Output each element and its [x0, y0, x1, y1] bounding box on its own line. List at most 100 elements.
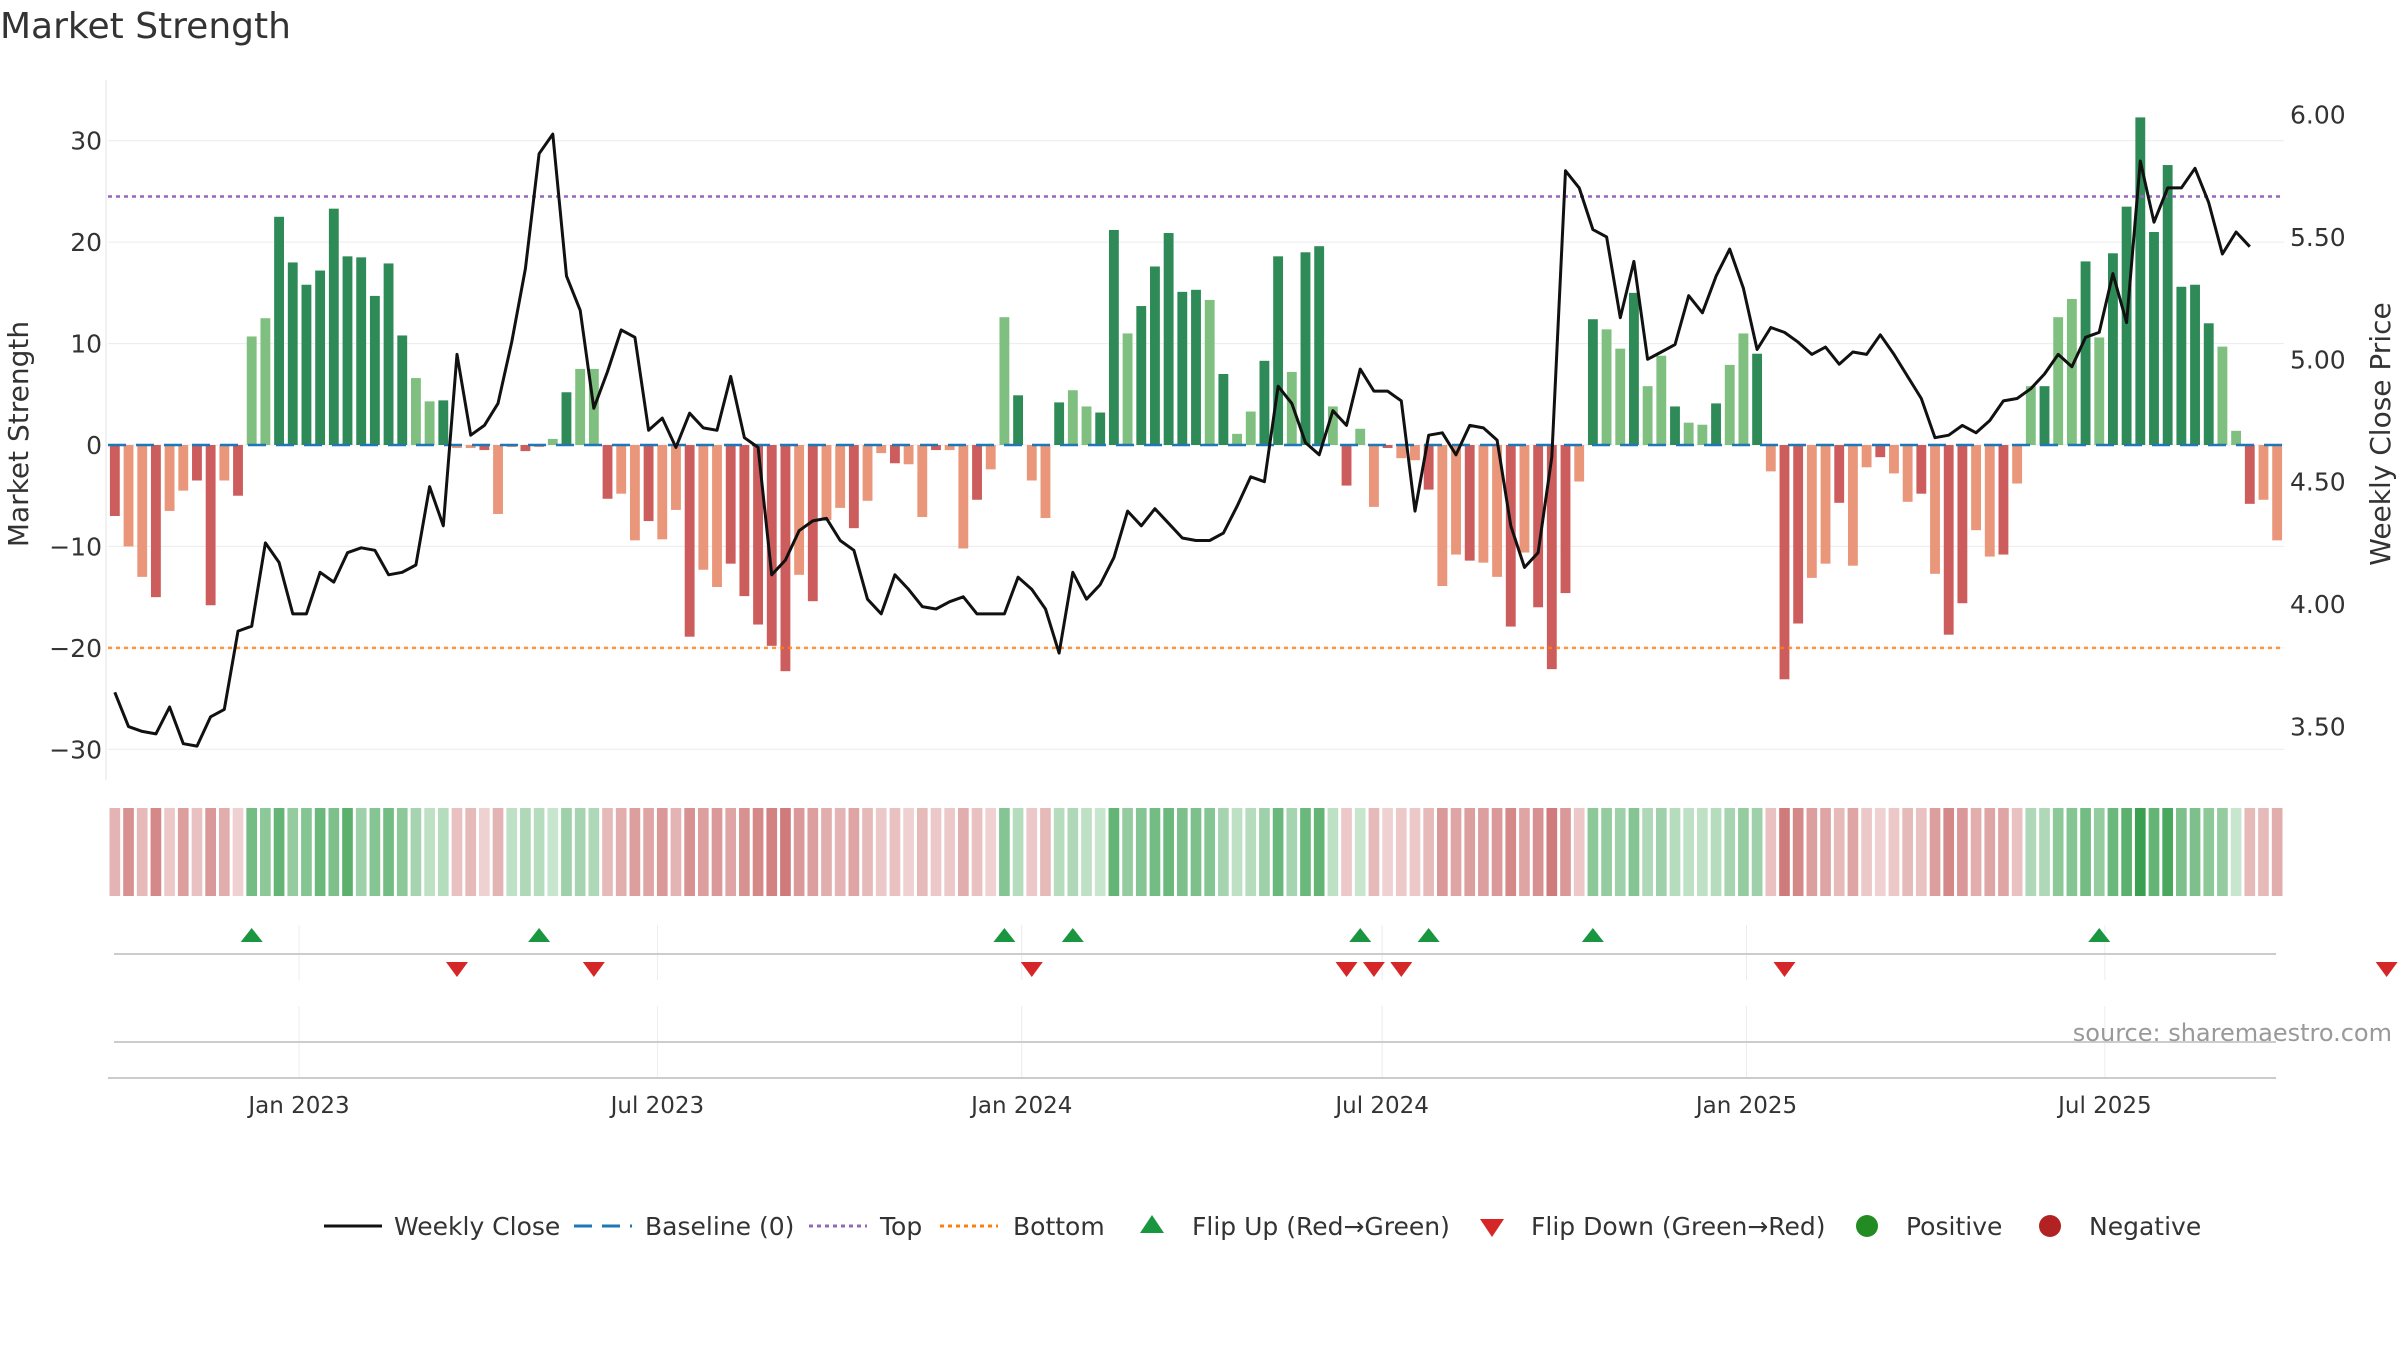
- strength-bar: [1984, 445, 1995, 557]
- strength-bar: [1327, 406, 1338, 445]
- x-tick-label: Jul 2023: [609, 1093, 705, 1119]
- band-cell: [1532, 808, 1544, 896]
- strength-bar: [917, 445, 928, 518]
- strength-bar: [178, 445, 189, 491]
- strength-bar: [520, 445, 531, 452]
- band-cell: [492, 808, 504, 896]
- strength-bar: [260, 318, 271, 445]
- strength-bar: [287, 262, 298, 445]
- band-cell: [1026, 808, 1038, 896]
- band-cell: [1833, 808, 1845, 896]
- band-cell: [1218, 808, 1229, 896]
- strength-bar: [1971, 445, 1982, 531]
- band-cell: [848, 808, 860, 896]
- strength-bar: [438, 400, 449, 445]
- band-cell: [410, 808, 422, 896]
- band-cell: [301, 808, 312, 896]
- band-cell: [1751, 808, 1763, 896]
- y2-tick-label: 5.50: [2290, 223, 2346, 252]
- strength-bar: [1355, 428, 1366, 445]
- weekly-close-line: [113, 132, 2251, 748]
- strength-bar: [1273, 256, 1284, 445]
- y-tick-label: −30: [49, 735, 102, 764]
- y-tick-label: 20: [70, 228, 102, 257]
- y2-tick-label: 3.50: [2290, 713, 2346, 742]
- strength-bar: [137, 445, 148, 577]
- strength-bar: [397, 335, 408, 445]
- flip-down-marker: [1773, 962, 1796, 977]
- legend-weekly-close-label: Weekly Close: [394, 1212, 560, 1241]
- band-cell: [1081, 808, 1092, 896]
- strength-bar: [575, 368, 586, 445]
- band-cell: [1382, 808, 1393, 896]
- band-cell: [615, 808, 627, 896]
- band-cell: [1710, 808, 1722, 896]
- x-tick-label: Jul 2025: [2056, 1093, 2152, 1119]
- band-cell: [670, 808, 682, 896]
- band-cell: [205, 808, 216, 896]
- strength-bar: [1902, 445, 1913, 502]
- strength-bar: [1382, 445, 1393, 449]
- strength-bar: [274, 216, 284, 445]
- strength-bar: [1177, 291, 1188, 445]
- band-cell: [2011, 808, 2023, 896]
- band-cell: [985, 808, 997, 896]
- strength-bar: [2162, 165, 2173, 446]
- strength-bar: [2244, 445, 2255, 504]
- band-cell: [958, 808, 969, 896]
- band-cell: [739, 808, 750, 896]
- y-axis-label: Market Strength: [2, 321, 35, 547]
- strength-bar: [164, 445, 175, 511]
- strength-bar: [2094, 337, 2105, 445]
- strength-bar: [1656, 355, 1667, 445]
- band-cell: [506, 808, 518, 896]
- strength-bar: [1314, 246, 1325, 445]
- band-cell: [1874, 808, 1886, 896]
- band-cell: [1697, 808, 1708, 896]
- legend-negative-label: Negative: [2089, 1212, 2201, 1241]
- flip-down-marker: [2375, 962, 2398, 977]
- band-cell: [396, 808, 408, 896]
- legend-positive-swatch: [1856, 1215, 1878, 1237]
- legend-positive-label: Positive: [1906, 1212, 2002, 1241]
- strength-bar: [2231, 430, 2242, 445]
- band-cell: [2052, 808, 2064, 896]
- band-cell: [725, 808, 737, 896]
- band-cell: [602, 808, 613, 896]
- strength-bar: [123, 445, 134, 547]
- strength-bar: [1259, 360, 1270, 445]
- strength-bar: [1943, 445, 1954, 635]
- strength-bar: [848, 445, 859, 529]
- y-tick-label: 10: [70, 330, 102, 359]
- strength-bar: [903, 445, 914, 465]
- flip-down-marker: [1020, 962, 1043, 977]
- band-cell: [561, 808, 572, 896]
- band-cell: [1642, 808, 1653, 896]
- strength-bar: [2272, 445, 2283, 541]
- strength-bar: [1875, 445, 1886, 458]
- band-cell: [1970, 808, 1982, 896]
- legend-flip-up-label: Flip Up (Red→Green): [1192, 1212, 1450, 1241]
- strength-bar: [2025, 386, 2036, 445]
- band-cell: [2244, 808, 2256, 896]
- strength-bar: [246, 336, 257, 445]
- band-cell: [1601, 808, 1612, 896]
- strength-bar: [1587, 319, 1598, 445]
- source-annotation: source: sharemaestro.com: [2073, 1019, 2392, 1047]
- strength-bar: [1847, 445, 1858, 566]
- band-cell: [1915, 808, 1927, 896]
- band-cell: [369, 808, 381, 896]
- strength-bar: [233, 445, 243, 496]
- band-cell: [1628, 808, 1640, 896]
- band-cell: [1190, 808, 1202, 896]
- band-cell: [1614, 808, 1626, 896]
- strength-bar: [657, 445, 668, 540]
- strength-bar: [1081, 406, 1092, 445]
- strength-bar: [369, 295, 380, 445]
- band-cell: [465, 808, 477, 896]
- strength-bar: [1026, 445, 1037, 481]
- strength-bar: [1150, 266, 1160, 445]
- strength-bar: [1533, 445, 1544, 608]
- band-cell: [314, 808, 326, 896]
- strength-bar: [1464, 445, 1475, 561]
